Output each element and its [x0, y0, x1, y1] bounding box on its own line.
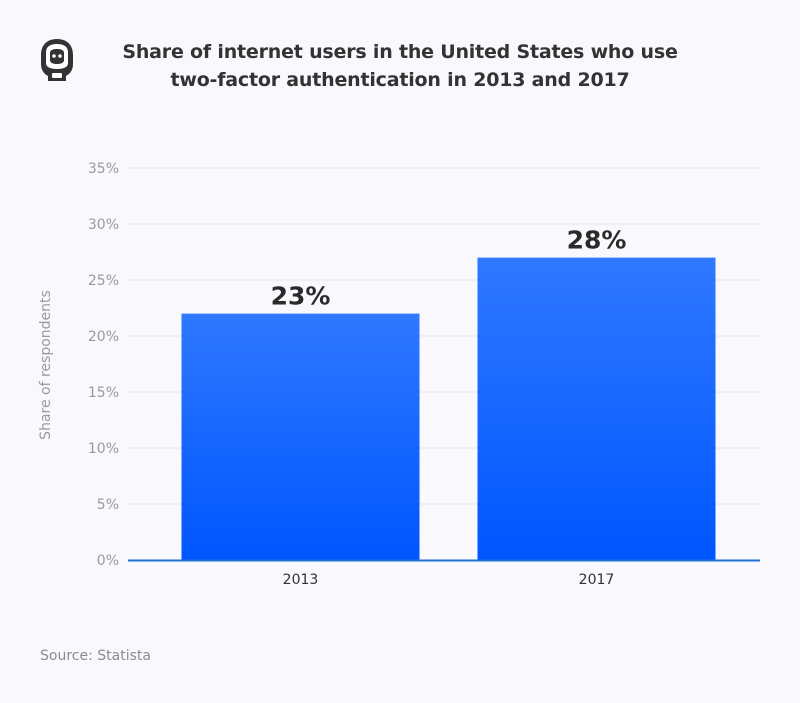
- x-tick-label: 2013: [283, 572, 319, 588]
- data-label: 28%: [567, 226, 627, 255]
- chart-title-line-2: two-factor authentication in 2013 and 20…: [170, 69, 630, 91]
- y-tick-label: 25%: [88, 273, 119, 289]
- chart-title: Share of internet users in the United St…: [90, 38, 710, 94]
- chart-title-line-1: Share of internet users in the United St…: [122, 41, 678, 63]
- y-tick-label: 20%: [88, 329, 119, 345]
- statista-logo-icon: [41, 39, 73, 81]
- y-tick-label: 15%: [88, 385, 119, 401]
- y-tick-label: 5%: [97, 497, 119, 513]
- y-tick-label: 0%: [97, 553, 119, 569]
- data-label: 23%: [271, 282, 331, 311]
- y-axis-label: Share of respondents: [38, 290, 54, 440]
- bar: [181, 313, 420, 560]
- y-tick-label: 35%: [88, 161, 119, 177]
- bar: [477, 257, 716, 560]
- y-tick-label: 10%: [88, 441, 119, 457]
- source-credit: Source: Statista: [40, 648, 151, 664]
- x-tick-label: 2017: [579, 572, 615, 588]
- y-tick-label: 30%: [88, 217, 119, 233]
